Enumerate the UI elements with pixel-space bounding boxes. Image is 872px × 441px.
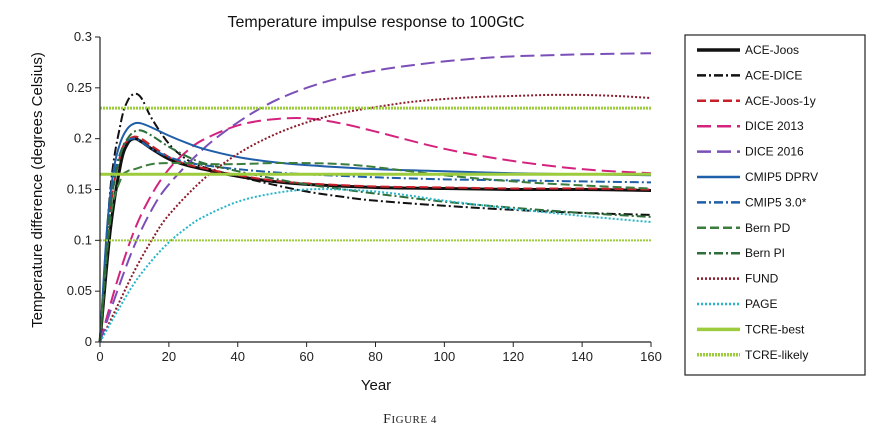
x-tick-label: 0 [96, 349, 103, 364]
legend-label-page: PAGE [745, 297, 777, 311]
chart-title: Temperature impulse response to 100GtC [227, 14, 524, 31]
legend-label-ace-joos-1y: ACE-Joos-1y [745, 94, 816, 108]
legend-label-dice-2016: DICE 2016 [745, 145, 804, 159]
legend-label-ace-joos: ACE-Joos [745, 43, 799, 57]
legend: ACE-Joos ACE-DICE ACE-Joos-1y DICE 2013 DICE… [684, 34, 866, 376]
y-tick-label: 0.2 [74, 131, 92, 146]
plot-area [98, 52, 652, 343]
x-tick-label: 140 [571, 349, 593, 364]
series-line-ace-dice [99, 92, 652, 343]
legend-label-ace-dice: ACE-DICE [745, 68, 802, 82]
x-tick-label: 80 [368, 349, 382, 364]
y-tick-label: 0.3 [74, 29, 92, 44]
x-tick-label: 40 [231, 349, 245, 364]
series-line-dice-2013 [99, 117, 652, 343]
series-line-bern-pi [99, 129, 652, 343]
x-tick-label: 100 [434, 349, 456, 364]
x-tick-label: 160 [640, 349, 662, 364]
y-tick-label: 0.15 [67, 182, 92, 197]
legend-label-tcre-best: TCRE-best [745, 322, 805, 336]
legend-label-tcre-likely: TCRE-likely [745, 348, 808, 362]
axes: 0 20 40 60 80 100 120 140 160 0 0.05 0.1 0.15 0.2 0.25… [67, 29, 662, 364]
legend-label-bern-pi: Bern PI [745, 246, 785, 260]
legend-label-cmip5-3-0: CMIP5 3.0* [745, 195, 807, 209]
y-tick-label: 0.1 [74, 232, 92, 247]
series-line-dice-2016 [99, 52, 652, 343]
y-axis-label: Temperature difference (degrees Celsius) [29, 52, 46, 328]
series-line-fund [99, 93, 652, 343]
x-axis-label: Year [361, 377, 391, 394]
legend-label-bern-pd: Bern PD [745, 221, 791, 235]
y-tick-label: 0.05 [67, 283, 92, 298]
x-tick-label: 120 [502, 349, 524, 364]
series-line-bern-pd [99, 161, 652, 343]
x-tick-label: 60 [299, 349, 313, 364]
series-line-ace-joos-1y [99, 135, 652, 343]
y-tick-label: 0.25 [67, 80, 92, 95]
series-line-cmip5-dprv [99, 121, 652, 343]
x-tick-label: 20 [162, 349, 176, 364]
figure-caption: FIGURE 4 [383, 412, 437, 427]
legend-label-cmip5-dprv: CMIP5 DPRV [745, 170, 818, 184]
legend-box [684, 34, 866, 376]
legend-label-dice-2013: DICE 2013 [745, 119, 804, 133]
legend-label-fund: FUND [745, 272, 779, 286]
y-tick-label: 0 [85, 334, 92, 349]
